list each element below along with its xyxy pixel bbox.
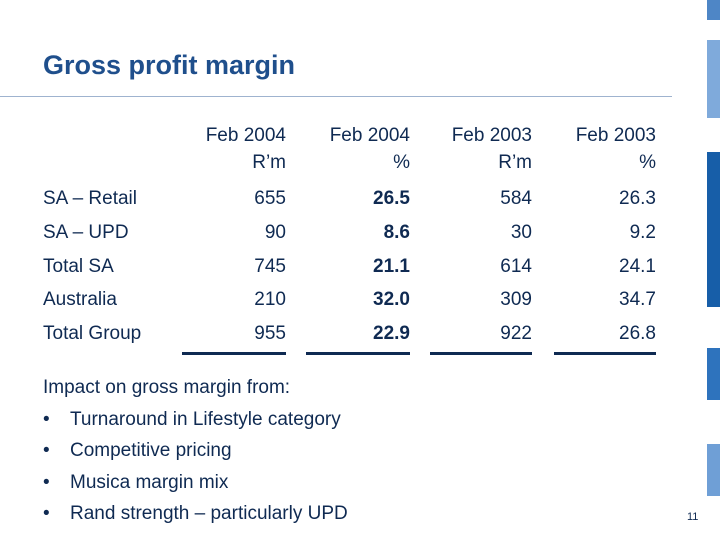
table-column-feb2003-pct: Feb 2003 % 26.3 9.2 24.1 34.7 26.8: [554, 118, 656, 355]
bullet: •: [43, 471, 50, 493]
table-cell: 26.8: [619, 323, 656, 344]
title-divider: [0, 96, 672, 97]
column-header-line2: %: [639, 152, 656, 173]
bullet: •: [43, 440, 50, 461]
accent-bar: [707, 348, 720, 400]
list-item-text: Competitive pricing: [70, 440, 232, 461]
table-cell: 922: [500, 323, 532, 344]
bullet: •: [43, 503, 50, 524]
column-header-line1: Feb 2003: [575, 125, 656, 146]
table-cell: 210: [254, 289, 286, 310]
table-cell: 21.1: [373, 256, 410, 277]
page-number: 11: [687, 511, 699, 523]
accent-bar: [707, 0, 720, 20]
table-cell: 8.6: [383, 222, 410, 243]
table-cell: 614: [500, 256, 532, 277]
row-label: SA – UPD: [43, 222, 129, 243]
column-header-line2: R’m: [498, 152, 532, 173]
column-header-line2: R’m: [252, 152, 286, 173]
list-item: • Competitive pricing: [43, 435, 348, 467]
notes-list: • Turnaround in Lifestyle category • Com…: [43, 404, 348, 530]
bullet: •: [43, 408, 50, 430]
list-item: • Rand strength – particularly UPD: [43, 498, 348, 530]
table-cell: 34.7: [619, 289, 656, 310]
table-cell: 745: [254, 256, 286, 277]
column-header-line2: %: [393, 152, 410, 173]
column-header: Feb 2003 %: [576, 122, 656, 176]
column-header-line1: Feb 2004: [205, 125, 286, 146]
table-cell: 955: [254, 323, 286, 344]
column-header-line1: Feb 2003: [451, 125, 532, 146]
table-column-feb2004-pct: Feb 2004 % 26.5 8.6 21.1 32.0 22.9: [306, 118, 410, 355]
table-cell: 26.3: [619, 188, 656, 209]
table-cell: 24.1: [619, 256, 656, 277]
row-label: SA – Retail: [43, 188, 137, 209]
table-cell: 26.5: [373, 188, 410, 209]
table-cell: 32.0: [373, 289, 410, 310]
column-header-line1: Feb 2004: [329, 125, 410, 146]
list-item: • Musica margin mix: [43, 467, 348, 499]
slide-title: Gross profit margin: [43, 50, 296, 80]
table-cell: 584: [500, 188, 532, 209]
table-cell: 309: [500, 289, 532, 310]
column-header: Feb 2004 R’m: [206, 122, 286, 176]
accent-bar: [707, 444, 720, 496]
accent-bar: [707, 152, 720, 307]
list-item-text: Musica margin mix: [70, 471, 229, 493]
column-header: Feb 2003 R’m: [452, 122, 532, 176]
notes-intro: Impact on gross margin from:: [43, 377, 291, 398]
list-item: • Turnaround in Lifestyle category: [43, 404, 348, 436]
impact-notes: Impact on gross margin from: • Turnaroun…: [43, 372, 348, 530]
table-cell: 9.2: [629, 222, 656, 243]
table-column-feb2004-rm: Feb 2004 R’m 655 90 745 210 955: [182, 118, 286, 355]
accent-bar: [707, 40, 720, 118]
list-item-text: Turnaround in Lifestyle category: [70, 408, 341, 430]
table-cell: 22.9: [373, 323, 410, 344]
list-item-text: Rand strength – particularly UPD: [70, 503, 348, 524]
row-label: Total SA: [43, 256, 114, 277]
table-cell: 90: [264, 222, 286, 243]
column-header: Feb 2004 %: [330, 122, 410, 176]
table-column-feb2003-rm: Feb 2003 R’m 584 30 614 309 922: [430, 118, 532, 355]
table-cell: 30: [510, 222, 532, 243]
table-cell: 655: [254, 188, 286, 209]
row-label: Australia: [43, 289, 117, 310]
row-label: Total Group: [43, 323, 142, 344]
